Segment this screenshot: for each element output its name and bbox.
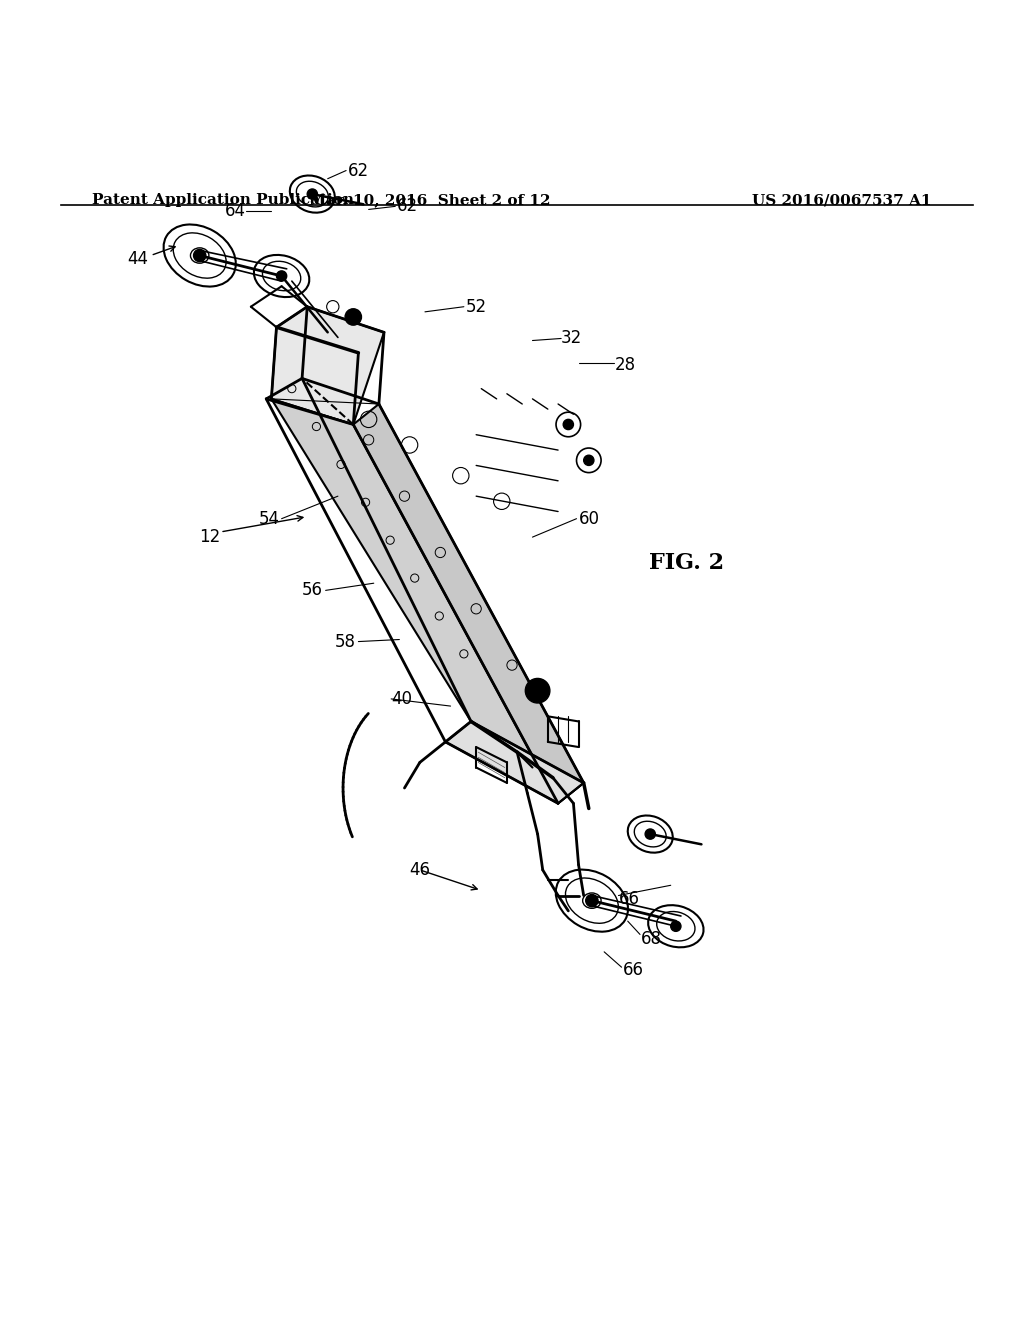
- Circle shape: [586, 895, 598, 907]
- Circle shape: [476, 638, 484, 645]
- Text: 32: 32: [561, 330, 583, 347]
- Circle shape: [334, 420, 342, 428]
- Circle shape: [451, 598, 459, 606]
- Text: 46: 46: [410, 861, 431, 879]
- Circle shape: [348, 420, 355, 428]
- Polygon shape: [445, 722, 584, 804]
- Text: 62: 62: [397, 198, 419, 215]
- Circle shape: [475, 619, 482, 626]
- Circle shape: [513, 678, 520, 685]
- Circle shape: [425, 558, 433, 566]
- Circle shape: [360, 459, 369, 467]
- Circle shape: [345, 309, 361, 325]
- Circle shape: [386, 479, 393, 487]
- Circle shape: [489, 657, 498, 665]
- Circle shape: [194, 249, 206, 261]
- Circle shape: [336, 400, 343, 408]
- Text: 54: 54: [258, 510, 280, 528]
- Text: 44: 44: [127, 249, 148, 268]
- Circle shape: [398, 499, 406, 507]
- Circle shape: [464, 618, 472, 626]
- Text: 28: 28: [614, 356, 636, 374]
- Circle shape: [462, 599, 469, 606]
- Polygon shape: [271, 306, 384, 425]
- Circle shape: [671, 921, 681, 932]
- Text: 66: 66: [623, 961, 644, 979]
- Circle shape: [645, 829, 655, 840]
- Circle shape: [584, 455, 594, 466]
- Circle shape: [399, 519, 408, 527]
- Circle shape: [503, 677, 511, 686]
- Circle shape: [307, 189, 317, 199]
- Text: Mar. 10, 2016  Sheet 2 of 12: Mar. 10, 2016 Sheet 2 of 12: [309, 193, 551, 207]
- Circle shape: [322, 400, 330, 408]
- Circle shape: [525, 698, 532, 705]
- Polygon shape: [271, 399, 558, 804]
- Circle shape: [528, 717, 537, 726]
- Circle shape: [386, 499, 394, 507]
- Text: 56: 56: [301, 581, 323, 599]
- Circle shape: [515, 697, 523, 706]
- Text: Patent Application Publication: Patent Application Publication: [92, 193, 354, 207]
- Circle shape: [360, 440, 368, 447]
- Polygon shape: [353, 404, 584, 804]
- Text: US 2016/0067537 A1: US 2016/0067537 A1: [753, 193, 932, 207]
- Text: 66: 66: [618, 890, 640, 908]
- Text: 60: 60: [579, 510, 600, 528]
- Circle shape: [412, 539, 420, 546]
- Circle shape: [450, 579, 457, 586]
- Text: 64: 64: [224, 202, 246, 220]
- Circle shape: [437, 578, 445, 586]
- Circle shape: [276, 271, 287, 281]
- Circle shape: [347, 440, 355, 447]
- Circle shape: [531, 685, 544, 697]
- Text: 40: 40: [391, 690, 413, 708]
- Circle shape: [437, 560, 444, 566]
- Text: 58: 58: [334, 632, 355, 651]
- Text: 68: 68: [641, 929, 663, 948]
- Circle shape: [424, 540, 431, 546]
- Circle shape: [500, 659, 507, 665]
- Circle shape: [538, 718, 545, 725]
- Circle shape: [487, 639, 495, 645]
- Circle shape: [563, 420, 573, 429]
- Text: 52: 52: [466, 298, 487, 315]
- Text: 62: 62: [348, 161, 370, 180]
- Circle shape: [373, 479, 381, 487]
- Circle shape: [374, 459, 381, 467]
- Circle shape: [525, 678, 550, 704]
- Text: FIG. 2: FIG. 2: [648, 552, 724, 574]
- Circle shape: [412, 519, 419, 527]
- Circle shape: [308, 379, 316, 388]
- Text: 12: 12: [199, 528, 220, 546]
